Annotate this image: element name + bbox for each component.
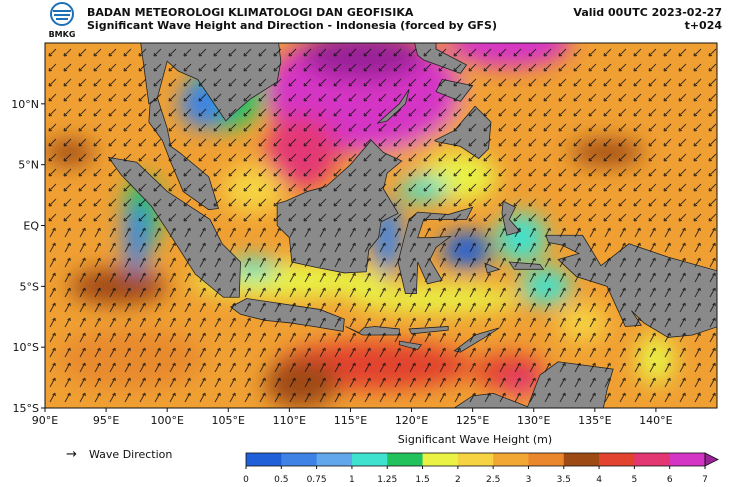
y-tick-label: 5°S <box>20 280 39 293</box>
y-tick-label: EQ <box>23 220 39 233</box>
colorbar: 0 0.5 0.75 1 1.25 1.5 2 2.5 3 3.5 4 5 6 7 <box>243 452 719 485</box>
colorbar-tick-label: 1 <box>349 475 355 485</box>
x-tick-label: 115°E <box>334 414 367 427</box>
valid-time: Valid 00UTC 2023-02-27 <box>573 6 722 19</box>
colorbar-segment <box>634 453 671 466</box>
colorbar-segment <box>387 453 424 466</box>
colorbar-tick-label: 0.75 <box>307 475 327 485</box>
colorbar-segment <box>669 453 706 466</box>
lead-time: t+024 <box>685 19 723 32</box>
logo-text: BMKG <box>49 30 76 39</box>
colorbar-segment <box>528 453 565 466</box>
y-tick-label: 5°N <box>18 159 39 172</box>
colorbar-tick-label: 0.5 <box>274 475 288 485</box>
x-tick-label: 120°E <box>395 414 428 427</box>
colorbar-segment <box>599 453 635 466</box>
colorbar-title: Significant Wave Height (m) <box>398 433 552 446</box>
colorbar-segment <box>351 453 388 466</box>
colorbar-frame <box>245 452 706 467</box>
x-tick-label: 125°E <box>456 414 489 427</box>
colorbar-tick-label: 1.25 <box>377 475 397 485</box>
x-tick-label: 105°E <box>212 414 245 427</box>
colorbar-tick-label: 3.5 <box>557 475 571 485</box>
x-tick-label: 100°E <box>150 414 183 427</box>
colorbar-tick-label: 1.5 <box>415 475 429 485</box>
legend-label: Wave Direction <box>89 448 172 461</box>
colorbar-tick-label: 6 <box>667 475 673 485</box>
wave-arrows <box>45 226 717 408</box>
x-tick-label: 95°E <box>93 414 119 427</box>
x-tick-label: 130°E <box>517 414 550 427</box>
map <box>45 43 717 408</box>
colorbar-tick-label: 5 <box>632 475 638 485</box>
axes: 90°E 95°E 100°E 105°E 110°E 115°E 120°E 125°E 13… <box>11 98 672 427</box>
colorbar-tick-label: 7 <box>702 475 708 485</box>
logo: BMKG <box>49 2 76 39</box>
colorbar-tick-label: 4 <box>596 475 602 485</box>
colorbar-segment <box>281 453 318 466</box>
y-tick-label: 10°S <box>13 341 39 354</box>
legend-arrow: → <box>66 447 77 462</box>
wave-arrows <box>45 43 717 226</box>
x-tick-label: 140°E <box>639 414 672 427</box>
colorbar-segment <box>316 453 353 466</box>
x-tick-label: 135°E <box>578 414 611 427</box>
colorbar-extension <box>704 452 719 467</box>
colorbar-segment <box>422 453 459 466</box>
x-tick-label: 90°E <box>32 414 58 427</box>
x-tick-label: 110°E <box>273 414 306 427</box>
colorbar-tick-label: 3 <box>526 475 532 485</box>
y-tick-label: 15°S <box>13 402 39 415</box>
colorbar-tick-label: 2 <box>455 475 461 485</box>
colorbar-segment <box>457 453 494 466</box>
y-tick-label: 10°N <box>11 98 39 111</box>
colorbar-tick-label: 0 <box>243 475 249 485</box>
colorbar-segment <box>563 453 600 466</box>
colorbar-segment <box>246 453 282 466</box>
colorbar-segment <box>493 453 529 466</box>
colorbar-tick-label: 2.5 <box>486 475 500 485</box>
agency: BADAN METEOROLOGI KLIMATOLOGI DAN GEOFIS… <box>87 6 414 19</box>
title: Significant Wave Height and Direction - … <box>87 19 497 32</box>
